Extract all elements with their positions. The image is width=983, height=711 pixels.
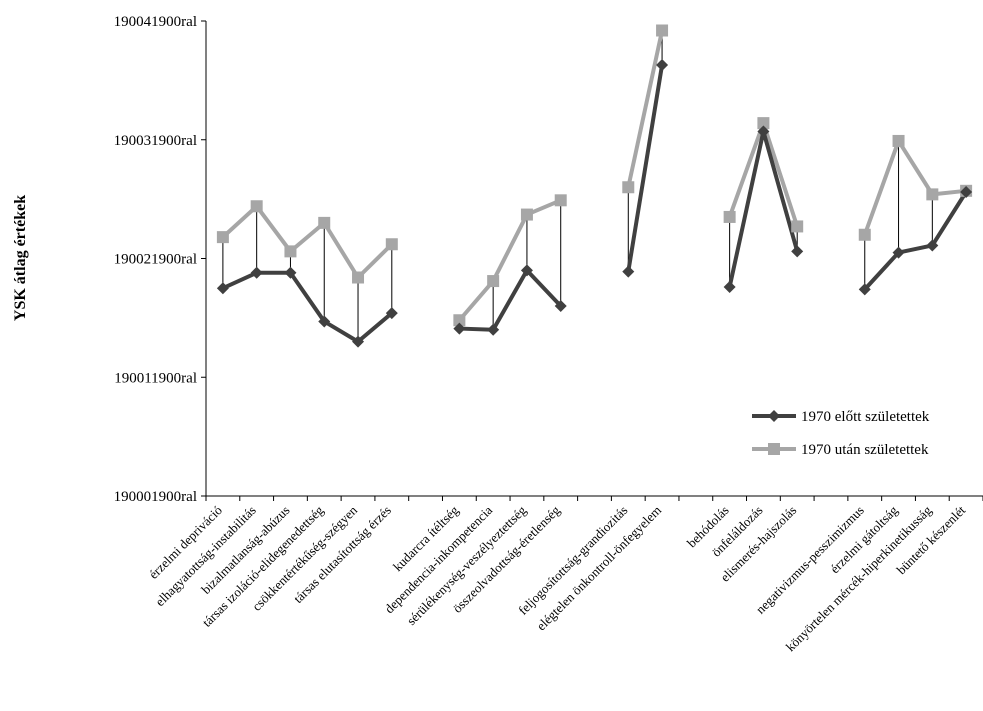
y-axis-label: YSK átlag értékek [12,195,29,321]
legend: 1970 előtt születettek 1970 után születet… [752,409,930,458]
category-label: könyörtelen mércék-hiperkinetikusság [783,502,935,654]
series-line [223,273,392,342]
data-point [724,211,736,223]
data-point [622,266,634,278]
data-point [284,245,296,257]
series-line [865,141,966,235]
data-point [656,25,668,37]
data-point [386,238,398,250]
y-tick-label: 190031900ral [114,133,197,149]
data-point [791,245,803,257]
legend-entry: 1970 után születettek [801,442,929,458]
series-line [223,206,392,277]
data-point [791,220,803,232]
data-point [487,275,499,287]
legend-marker [768,443,780,455]
y-tick-label: 190011900ral [114,370,197,386]
data-point [893,135,905,147]
y-tick-label: 190041900ral [114,14,197,30]
legend-entry: 1970 előtt születettek [801,409,930,425]
series-line [730,131,798,287]
data-point [217,231,229,243]
data-point [251,200,263,212]
data-point [859,229,871,241]
data-point [352,272,364,284]
data-point [622,181,634,193]
y-tick-label: 190001900ral [114,489,197,505]
data-point [656,59,668,71]
data-point [555,194,567,206]
data-point [251,267,263,279]
data-point [926,188,938,200]
legend-marker [768,410,780,422]
data-point [521,209,533,221]
series-line [865,192,966,289]
y-tick-label: 190021900ral [114,252,197,268]
data-point [724,281,736,293]
data-point [217,282,229,294]
data-point [318,217,330,229]
